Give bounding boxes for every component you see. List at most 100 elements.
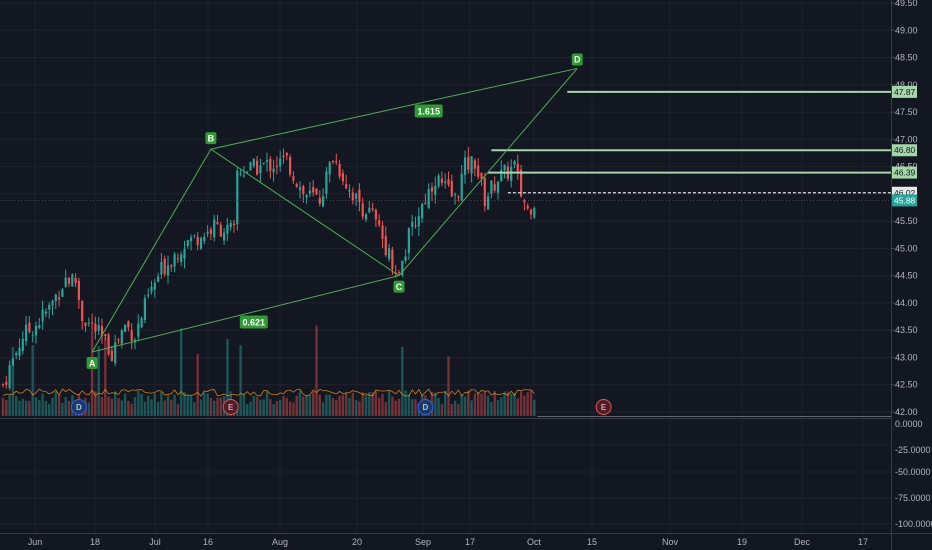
- volume-bar: [199, 399, 203, 416]
- candle-body: [137, 323, 140, 337]
- abcd-pattern[interactable]: A B C D 0.621 1.615: [86, 53, 583, 370]
- volume-bar: [444, 390, 447, 416]
- candle-body: [120, 330, 123, 344]
- time-tick-label: 18: [90, 537, 100, 547]
- volume-bar: [378, 397, 381, 416]
- candle-body: [173, 254, 176, 267]
- volume-bar: [67, 400, 71, 416]
- volume-bar: [391, 396, 394, 416]
- volume-bar: [411, 399, 414, 416]
- volume-bar: [1, 397, 5, 416]
- volume-axis[interactable]: 0.0000 -25.0000 -50.0000 -75.0000 -100.0000: [895, 419, 932, 529]
- volume-bar: [51, 397, 54, 416]
- candle-body: [368, 207, 371, 213]
- candle-body: [473, 160, 476, 169]
- volume-bar: [123, 393, 127, 416]
- leg-ab[interactable]: [91, 148, 212, 353]
- candle-body: [21, 338, 24, 351]
- volume-bar: [5, 400, 8, 416]
- price-tick-label: 48.50: [895, 53, 918, 63]
- ratio-badge[interactable]: [239, 315, 268, 329]
- candle-body: [61, 289, 64, 297]
- pattern-point-b-badge[interactable]: [205, 132, 217, 145]
- price-tick-label: 49.00: [895, 25, 918, 35]
- candle-body: [196, 236, 199, 246]
- volume-bar: [18, 400, 21, 416]
- candle-body: [31, 335, 34, 337]
- volume-bar: [127, 400, 130, 416]
- candle-body: [361, 203, 364, 217]
- candle-body: [378, 220, 381, 225]
- dividend-marker[interactable]: [70, 399, 87, 415]
- candle-body: [190, 237, 193, 242]
- volume-bar: [209, 397, 213, 416]
- volume-bar: [275, 401, 279, 416]
- volume-bar: [500, 397, 503, 416]
- candle-body: [457, 196, 460, 198]
- candle-body: [450, 181, 453, 197]
- volume-bar: [519, 391, 523, 416]
- volume-bar: [163, 400, 166, 416]
- volume-bar: [114, 391, 117, 416]
- diag-ac[interactable]: [91, 275, 400, 353]
- volume-bar: [206, 393, 209, 416]
- candle-body: [407, 228, 410, 253]
- time-axis[interactable]: Jun 18 Jul 16 Aug 20 Sep 17 Oct 15 Nov 19 Dec 17: [28, 537, 868, 547]
- candle-body: [94, 323, 97, 332]
- volume-bar: [282, 395, 285, 416]
- volume-bar: [486, 395, 490, 416]
- candle-body: [325, 171, 328, 194]
- candle-body: [496, 181, 500, 193]
- volume-bar: [153, 393, 156, 416]
- pattern-point-c-badge[interactable]: [393, 280, 405, 293]
- volume-bar: [335, 399, 338, 416]
- candle-body: [335, 161, 338, 163]
- earnings-marker-label: E: [601, 403, 607, 412]
- time-tick-label: Oct: [527, 537, 542, 547]
- leg-bc[interactable]: [210, 148, 400, 277]
- volume-bar: [414, 399, 417, 416]
- volume-bar: [351, 392, 354, 416]
- volume-bar: [213, 400, 216, 416]
- volume-bar: [61, 402, 64, 416]
- earnings-marker-label: E: [228, 403, 234, 412]
- ratio-badge[interactable]: [414, 104, 443, 118]
- candle-body: [157, 276, 160, 282]
- candle-body: [41, 309, 44, 322]
- price-tag-label: 47.87: [894, 87, 916, 97]
- candle-body: [58, 297, 61, 300]
- candle-body: [48, 304, 51, 310]
- volume-bar: [38, 400, 41, 416]
- price-tick-label: 48.00: [895, 80, 918, 90]
- leg-cd[interactable]: [398, 68, 578, 276]
- dividend-marker-label: D: [76, 403, 82, 412]
- volume-bars: [1, 325, 891, 417]
- candle-body: [87, 322, 90, 324]
- candle-body: [127, 321, 130, 328]
- price-tag-label: 46.02: [894, 188, 916, 198]
- volume-bar: [183, 392, 186, 416]
- pattern-point-a-badge[interactable]: [86, 357, 98, 370]
- dividend-marker[interactable]: [417, 399, 434, 415]
- earnings-marker[interactable]: [595, 399, 612, 415]
- candle-body: [229, 222, 232, 227]
- volume-tick-label: -100.0000: [895, 519, 932, 529]
- candle-body: [302, 186, 305, 194]
- volume-bar: [470, 400, 473, 416]
- volume-bar: [130, 403, 133, 416]
- candle-body: [18, 348, 21, 356]
- candle-body: [183, 249, 186, 259]
- candle-body: [81, 300, 84, 321]
- candle-body: [150, 286, 153, 292]
- earnings-marker[interactable]: [222, 399, 239, 415]
- candle-body: [84, 322, 87, 326]
- candle-body: [269, 158, 272, 171]
- candle-body: [371, 208, 374, 210]
- volume-bar: [143, 401, 147, 416]
- candle-body: [397, 272, 401, 274]
- pattern-point-d-badge[interactable]: [571, 53, 583, 66]
- candle-body: [71, 274, 74, 287]
- diag-bd[interactable]: [210, 67, 578, 150]
